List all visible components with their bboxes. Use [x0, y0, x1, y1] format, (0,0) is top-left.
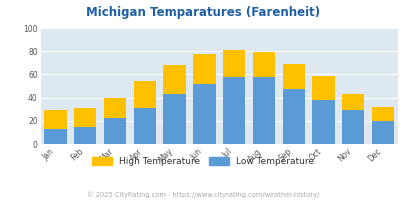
- Text: Michigan Temparatures (Farenheit): Michigan Temparatures (Farenheit): [86, 6, 319, 19]
- Bar: [104, 98, 126, 118]
- Bar: [311, 76, 334, 100]
- Bar: [44, 110, 66, 129]
- Bar: [252, 52, 275, 77]
- Bar: [193, 54, 215, 84]
- Bar: [74, 108, 96, 127]
- Text: © 2025 CityRating.com - https://www.cityrating.com/weather-history/: © 2025 CityRating.com - https://www.city…: [87, 191, 318, 198]
- Bar: [371, 121, 393, 144]
- Bar: [311, 100, 334, 144]
- Bar: [163, 65, 185, 94]
- Bar: [133, 108, 156, 144]
- Bar: [104, 118, 126, 144]
- Bar: [252, 77, 275, 144]
- Bar: [163, 94, 185, 144]
- Bar: [371, 107, 393, 121]
- Bar: [193, 84, 215, 144]
- Bar: [282, 64, 304, 89]
- Bar: [74, 127, 96, 144]
- Bar: [222, 50, 245, 77]
- Bar: [282, 89, 304, 144]
- Legend: High Temperature, Low Temperature: High Temperature, Low Temperature: [88, 153, 317, 169]
- Bar: [341, 94, 364, 110]
- Bar: [222, 77, 245, 144]
- Bar: [133, 81, 156, 108]
- Bar: [341, 110, 364, 144]
- Bar: [44, 129, 66, 144]
